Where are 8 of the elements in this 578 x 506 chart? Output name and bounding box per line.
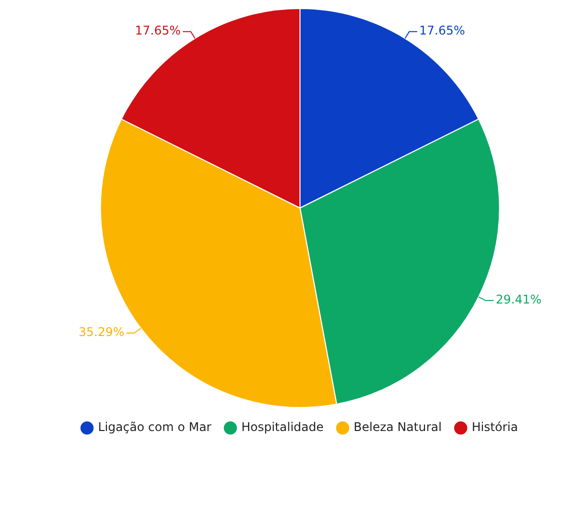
legend-label: História [472,420,518,434]
legend-label: Beleza Natural [354,420,442,434]
legend-label: Hospitalidade [241,420,324,434]
legend-label: Ligação com o Mar [98,420,212,434]
data-label: 35.29% [78,325,124,340]
data-label: 17.65% [134,24,181,38]
data-label: 29.41% [496,292,542,307]
data-label: 17.65% [419,24,466,38]
